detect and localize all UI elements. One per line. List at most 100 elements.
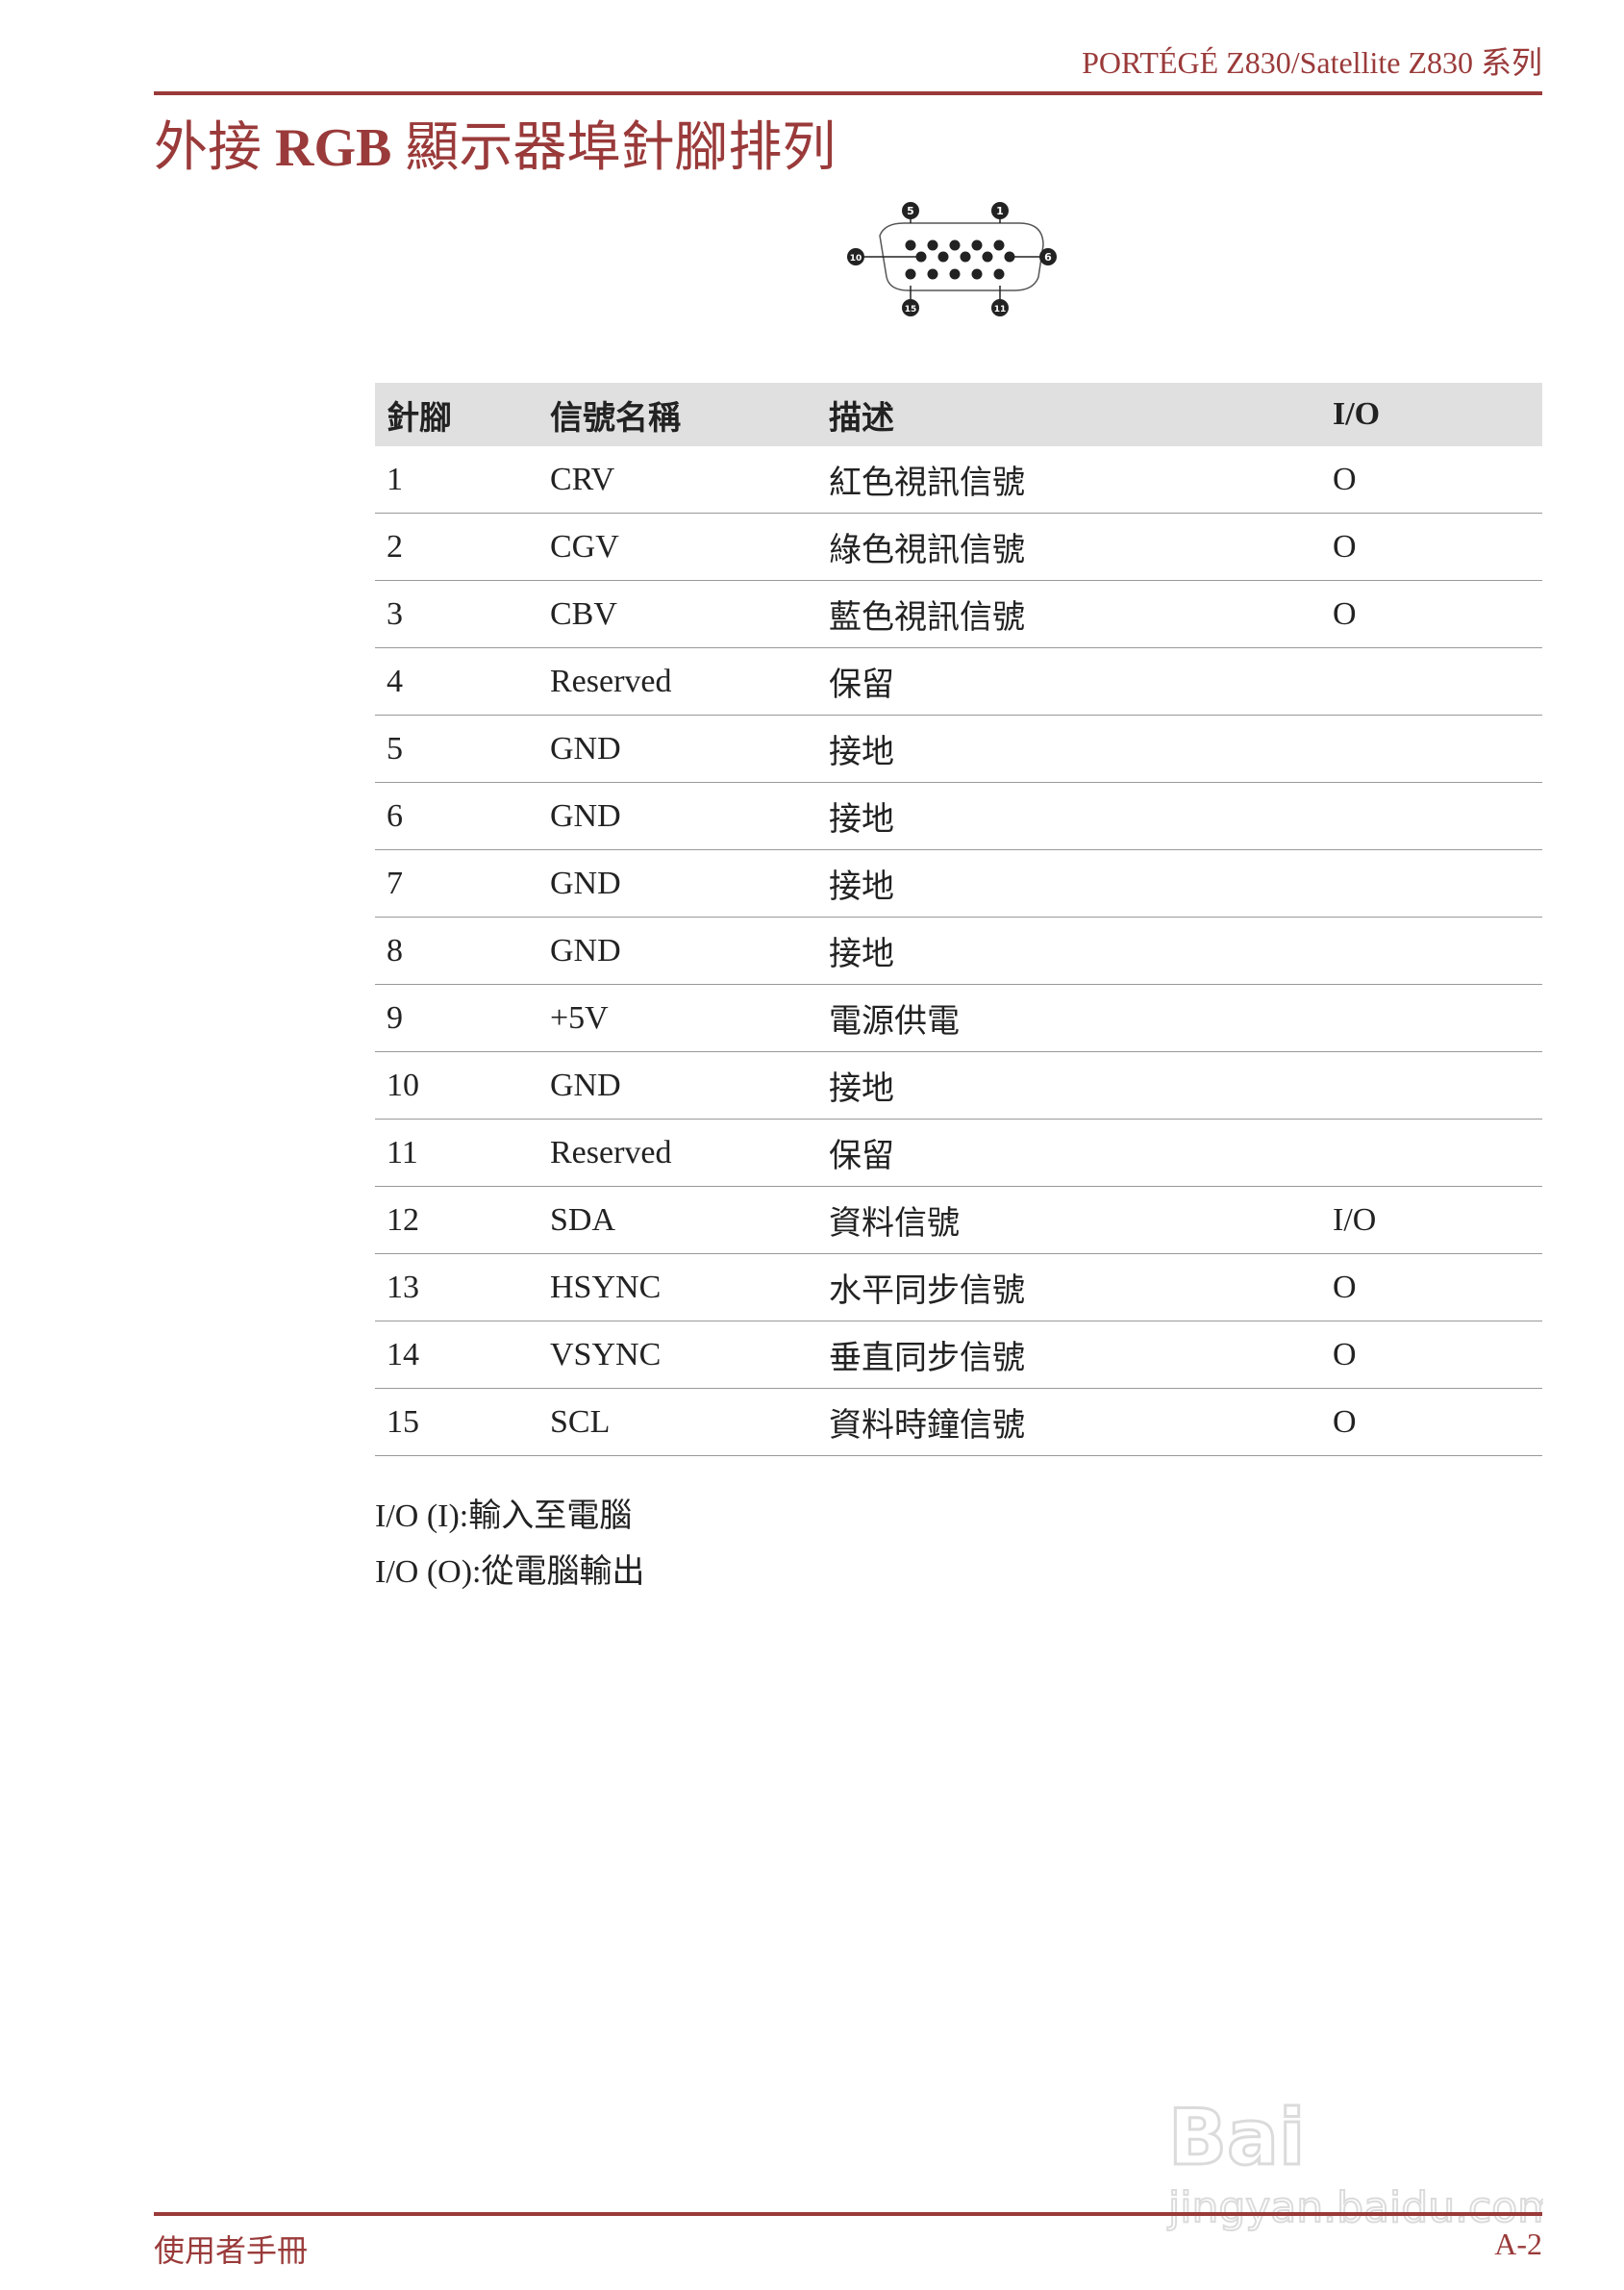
header-rule (154, 91, 1542, 95)
cell-signal: +5V (538, 984, 817, 1052)
pin-dot (993, 239, 1005, 251)
cell-pin: 15 (375, 1388, 538, 1456)
svg-text:Bai: Bai (1168, 2093, 1305, 2182)
table-header-row: 針腳 信號名稱 描述 I/O (375, 383, 1542, 446)
table-row: 12 SDA 資料信號 I/O (375, 1186, 1542, 1254)
cell-signal: CBV (538, 580, 817, 648)
cell-pin: 5 (375, 715, 538, 783)
cell-io (1321, 917, 1542, 985)
cell-signal: CRV (538, 446, 817, 514)
pin-label-11: 11 (994, 305, 1007, 315)
header-io: I/O (1321, 383, 1542, 446)
cell-pin: 14 (375, 1321, 538, 1389)
cell-signal: GND (538, 917, 817, 985)
title-suffix: 顯示器埠針腳排列 (391, 118, 837, 178)
cell-pin: 8 (375, 917, 538, 985)
cell-description: 綠色視訊信號 (817, 513, 1321, 581)
pin-label-6: 6 (1044, 251, 1052, 264)
cell-io (1321, 647, 1542, 716)
cell-description: 保留 (817, 647, 1321, 716)
page-title: 外接 RGB 顯示器埠針腳排列 (154, 104, 836, 182)
pin-dot (982, 251, 993, 263)
cell-description: 垂直同步信號 (817, 1321, 1321, 1389)
pin-dot (927, 239, 938, 251)
cell-pin: 7 (375, 849, 538, 918)
cell-description: 電源供電 (817, 984, 1321, 1052)
table-row: 5 GND 接地 (375, 715, 1542, 783)
header-description: 描述 (817, 383, 1321, 446)
cell-description: 紅色視訊信號 (817, 446, 1321, 514)
footer-manual-title: 使用者手冊 (154, 2233, 309, 2268)
pin-label-5: 5 (907, 205, 914, 217)
cell-pin: 11 (375, 1119, 538, 1187)
cell-io: O (1321, 446, 1542, 514)
header-signal: 信號名稱 (538, 383, 817, 446)
cell-signal: GND (538, 1051, 817, 1120)
cell-io (1321, 1051, 1542, 1120)
pin-table: 針腳 信號名稱 描述 I/O 1 CRV 紅色視訊信號 O 2 CGV 綠色視訊信號 O 3 CB… (375, 383, 1542, 1456)
cell-io (1321, 1119, 1542, 1187)
cell-pin: 10 (375, 1051, 538, 1120)
table-row: 8 GND 接地 (375, 917, 1542, 985)
cell-signal: GND (538, 782, 817, 850)
table-row: 1 CRV 紅色視訊信號 O (375, 446, 1542, 514)
cell-io: O (1321, 1321, 1542, 1389)
cell-io (1321, 715, 1542, 783)
pin-dot (993, 268, 1005, 280)
note-input: I/O (I):輸入至電腦 (375, 1498, 633, 1534)
cell-io (1321, 782, 1542, 850)
pin-dot (1004, 251, 1015, 263)
table-row: 2 CGV 綠色視訊信號 O (375, 513, 1542, 581)
cell-io: O (1321, 513, 1542, 581)
cell-signal: SCL (538, 1388, 817, 1456)
pin-dot (971, 268, 983, 280)
cell-pin: 9 (375, 984, 538, 1052)
cell-signal: GND (538, 849, 817, 918)
note-output: I/O (O):從電腦輸出 (375, 1554, 645, 1590)
cell-signal: CGV (538, 513, 817, 581)
cell-pin: 13 (375, 1253, 538, 1321)
cell-io: O (1321, 1388, 1542, 1456)
cell-io: I/O (1321, 1186, 1542, 1254)
table-row: 7 GND 接地 (375, 849, 1542, 918)
vga-connector-diagram: 5 1 10 6 15 11 (847, 202, 1057, 316)
cell-io (1321, 849, 1542, 918)
cell-signal: HSYNC (538, 1253, 817, 1321)
cell-description: 接地 (817, 917, 1321, 985)
cell-pin: 3 (375, 580, 538, 648)
cell-pin: 12 (375, 1186, 538, 1254)
pin-label-1: 1 (996, 205, 1004, 217)
cell-pin: 6 (375, 782, 538, 850)
cell-io (1321, 984, 1542, 1052)
cell-description: 接地 (817, 782, 1321, 850)
cell-pin: 1 (375, 446, 538, 514)
cell-description: 資料時鐘信號 (817, 1388, 1321, 1456)
pin-dot (971, 239, 983, 251)
title-bold: RGB (275, 118, 392, 178)
running-head: PORTÉGÉ Z830/Satellite Z830 系列 (1082, 45, 1542, 80)
pin-dot (937, 251, 949, 263)
table-row: 15 SCL 資料時鐘信號 O (375, 1388, 1542, 1456)
cell-pin: 2 (375, 513, 538, 581)
cell-description: 接地 (817, 849, 1321, 918)
table-row: 3 CBV 藍色視訊信號 O (375, 580, 1542, 648)
cell-description: 水平同步信號 (817, 1253, 1321, 1321)
cell-signal: VSYNC (538, 1321, 817, 1389)
cell-signal: Reserved (538, 647, 817, 716)
table-row: 4 Reserved 保留 (375, 647, 1542, 716)
svg-text:jingyan.baidu.com: jingyan.baidu.com (1167, 2183, 1543, 2231)
pin-dot (960, 251, 971, 263)
header-pin: 針腳 (375, 383, 538, 446)
cell-description: 藍色視訊信號 (817, 580, 1321, 648)
table-row: 10 GND 接地 (375, 1051, 1542, 1120)
table-row: 6 GND 接地 (375, 782, 1542, 850)
title-prefix: 外接 (154, 118, 275, 178)
cell-signal: SDA (538, 1186, 817, 1254)
table-row: 13 HSYNC 水平同步信號 O (375, 1253, 1542, 1321)
cell-description: 接地 (817, 715, 1321, 783)
cell-io: O (1321, 1253, 1542, 1321)
baidu-watermark-logo: Bai jingyan.baidu.com (1166, 2092, 1543, 2232)
footer-rule (154, 2212, 1542, 2216)
pin-dot (949, 268, 961, 280)
pin-dot (905, 239, 916, 251)
